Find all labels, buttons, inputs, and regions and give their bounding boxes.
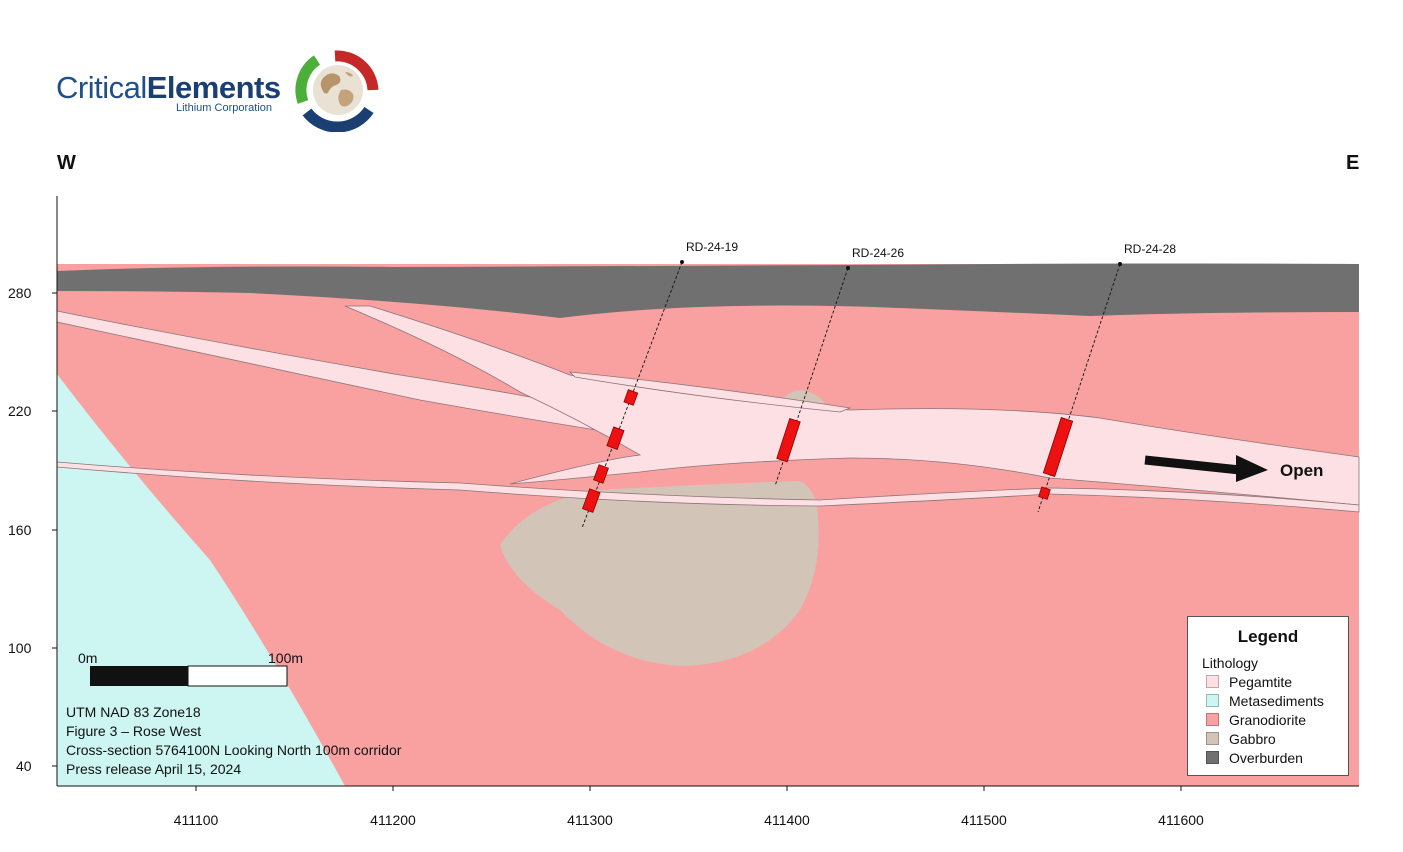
legend-label: Granodiorite [1229, 712, 1307, 728]
scale-end-label: 100m [268, 650, 304, 666]
open-label: Open [1280, 461, 1324, 480]
legend-swatch [1206, 713, 1219, 726]
x-tick-label: 411200 [370, 812, 416, 828]
legend-subtitle: Lithology [1202, 655, 1259, 671]
legend-title: Legend [1237, 627, 1299, 646]
intercept-marker [623, 389, 639, 406]
logo-word-elements: Elements [146, 70, 281, 105]
note-line: Cross-section 5764100N Looking North 100… [66, 742, 402, 758]
legend-item-pegmatite: Pegamtite [1206, 674, 1292, 690]
y-tick-label: 100 [8, 640, 32, 656]
drill-hole-rd-24-19: RD-24-19 [581, 240, 738, 529]
intercept-marker [1038, 486, 1051, 500]
y-tick-label: 220 [8, 403, 32, 419]
intercept-marker [1042, 417, 1074, 477]
logo-subtitle: Lithium Corporation [176, 102, 272, 114]
west-label: W [57, 152, 76, 174]
figure-notes: UTM NAD 83 Zone18 Figure 3 – Rose West C… [66, 703, 401, 779]
y-tick-marks [52, 292, 57, 767]
legend-label: Metasediments [1229, 693, 1324, 709]
scale-start-label: 0m [78, 650, 98, 666]
x-tick-marks [195, 786, 1182, 791]
legend-item-overburden: Overburden [1206, 750, 1303, 766]
logo-wordmark: CriticalElements [56, 70, 281, 106]
intercept-marker [593, 464, 609, 484]
scale-bar [90, 665, 288, 687]
note-line: UTM NAD 83 Zone18 [66, 704, 201, 720]
overburden-unit [57, 263, 1359, 318]
y-tick-label: 40 [16, 758, 32, 774]
x-tick-label: 411500 [961, 812, 1007, 828]
y-tick-label: 160 [8, 522, 32, 538]
gabbro-body-large [500, 481, 819, 666]
legend-item-granodiorite: Granodiorite [1206, 712, 1306, 728]
drill-hole-rd-24-28: RD-24-28 [1037, 242, 1176, 513]
logo-word-critical: Critical [56, 70, 147, 105]
legend-item-metasediments: Metasediments [1206, 693, 1324, 709]
open-arrow-icon [1144, 455, 1268, 482]
globe-logo-icon [295, 50, 379, 132]
y-tick-label: 280 [8, 285, 32, 301]
pegmatite-dyke-lower [56, 461, 1360, 513]
intercept-marker [606, 426, 625, 450]
legend-label: Gabbro [1229, 731, 1276, 747]
legend-swatch [1206, 751, 1219, 764]
legend-label: Overburden [1229, 750, 1303, 766]
x-tick-label: 411400 [764, 812, 810, 828]
legend-item-gabbro: Gabbro [1206, 731, 1276, 747]
legend: Legend Lithology Pegamtite Metasediments… [1187, 616, 1349, 776]
hole-label-rd-24-28: RD-24-28 [1124, 242, 1176, 256]
note-line: Press release April 15, 2024 [66, 761, 242, 777]
x-tick-label: 411300 [567, 812, 613, 828]
east-label: E [1346, 152, 1360, 174]
hole-label-rd-24-19: RD-24-19 [686, 240, 738, 254]
x-tick-label: 411100 [174, 812, 219, 828]
pegmatite-dyke-thin [568, 371, 852, 413]
intercept-marker [582, 488, 601, 513]
note-line: Figure 3 – Rose West [66, 723, 202, 739]
legend-swatch [1206, 694, 1219, 707]
legend-swatch [1206, 675, 1219, 688]
company-logo: CriticalElements Lithium Corporation [50, 48, 390, 138]
legend-swatch [1206, 732, 1219, 745]
legend-label: Pegamtite [1229, 674, 1293, 690]
drill-hole-rd-24-26: RD-24-26 [774, 246, 904, 487]
intercept-marker [776, 417, 801, 463]
x-tick-label: 411600 [1158, 812, 1204, 828]
hole-label-rd-24-26: RD-24-26 [852, 246, 904, 260]
